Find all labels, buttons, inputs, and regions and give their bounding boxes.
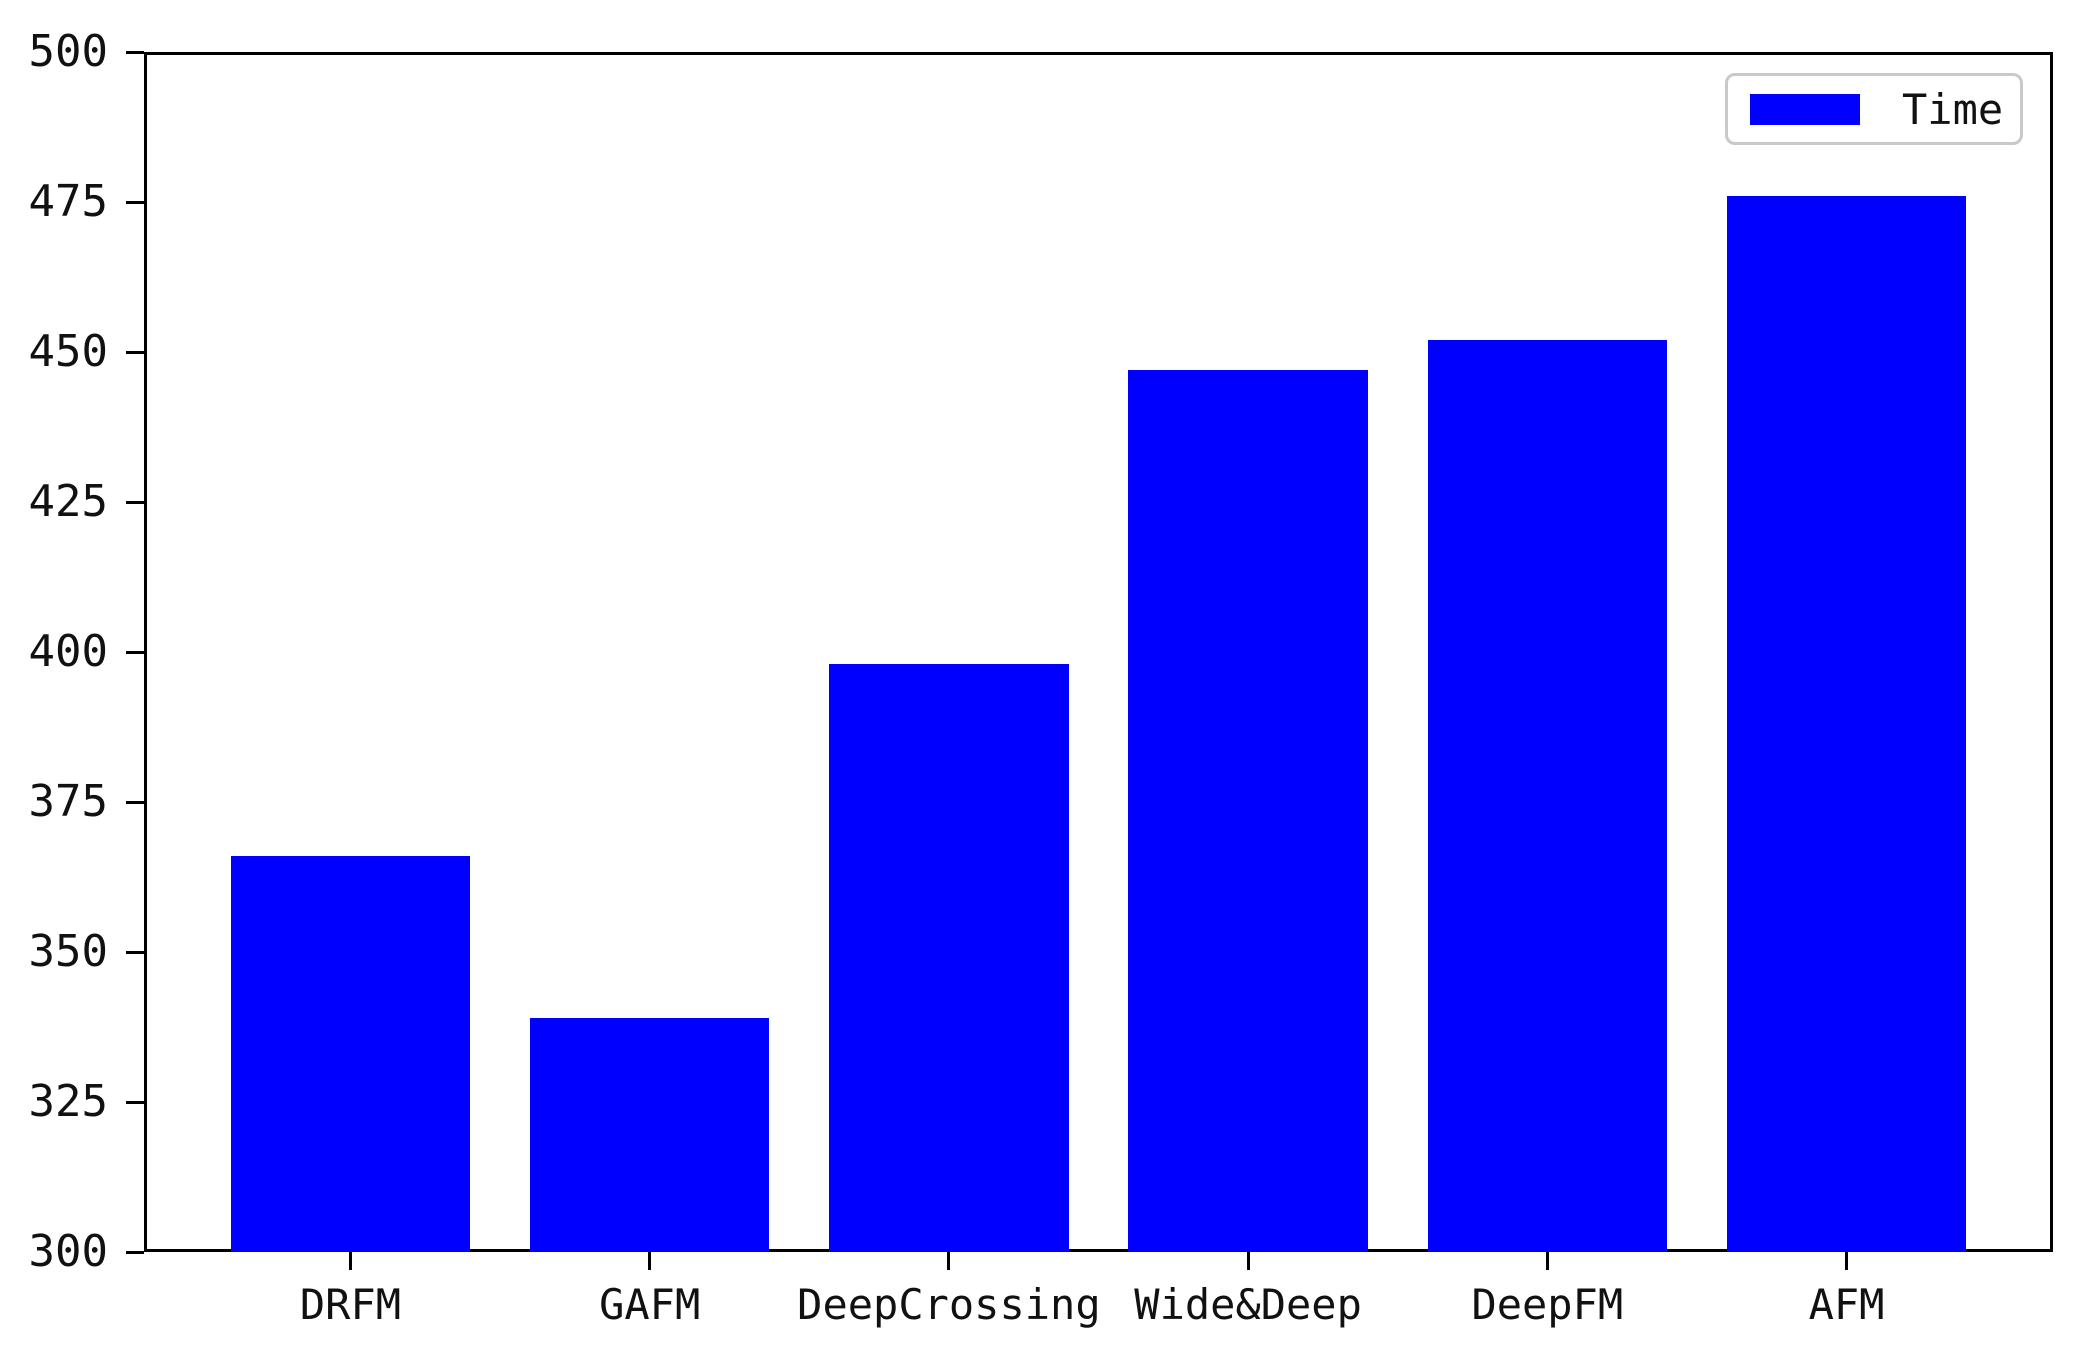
y-tick-mark xyxy=(126,1100,144,1104)
y-tick-label: 350 xyxy=(28,926,108,977)
y-tick-mark xyxy=(126,950,144,954)
y-tick-label: 325 xyxy=(28,1076,108,1127)
y-tick-label: 450 xyxy=(28,326,108,377)
plot-area: 300 325 350 375 400 425 450 475 500 DRFM GAFM DeepC… xyxy=(29,28,2053,1329)
bar-gafm xyxy=(529,1018,770,1252)
y-tick-mark xyxy=(126,500,144,504)
y-tick-label: 375 xyxy=(28,776,108,827)
y-axis-line xyxy=(144,52,147,1252)
y-tick-label: 400 xyxy=(28,626,108,677)
y-tick-label: 425 xyxy=(28,476,108,527)
bar-afm xyxy=(1726,196,1967,1252)
y-tick-mark xyxy=(126,200,144,204)
y-tick-mark xyxy=(126,650,144,654)
bar-drfm xyxy=(230,856,471,1252)
bar-deepcrossing xyxy=(829,664,1069,1252)
x-axis-line xyxy=(144,1249,2053,1252)
x-tick-mark xyxy=(947,1252,951,1270)
legend-label: Time xyxy=(1902,84,2004,134)
y-tick-mark xyxy=(126,800,144,804)
x-tick-mark xyxy=(1545,1252,1549,1270)
x-tick-label-drfm: DRFM xyxy=(299,1280,402,1329)
bar-deepfm xyxy=(1427,340,1667,1252)
x-tick-mark xyxy=(348,1252,352,1270)
x-tick-mark xyxy=(648,1252,652,1270)
bar-wide-deep xyxy=(1128,370,1368,1252)
x-tick-label-gafm: GAFM xyxy=(599,1280,701,1329)
y-tick-mark xyxy=(126,1250,144,1254)
top-spine xyxy=(144,52,2053,55)
legend: Time xyxy=(1725,73,2023,145)
legend-color-swatch xyxy=(1750,93,1860,125)
x-tick-label-deepfm: DeepFM xyxy=(1471,1280,1624,1329)
x-tick-mark xyxy=(1845,1252,1849,1270)
y-tick-label: 500 xyxy=(28,26,108,77)
x-tick-label-afm: AFM xyxy=(1808,1280,1885,1329)
x-tick-label-wide-deep: Wide&Deep xyxy=(1134,1280,1362,1329)
y-tick-mark xyxy=(126,350,144,354)
y-tick-label: 475 xyxy=(28,176,108,227)
x-tick-label-deepcrossing: DeepCrossing xyxy=(797,1280,1101,1329)
x-tick-mark xyxy=(1246,1252,1250,1270)
y-tick-mark xyxy=(126,50,144,54)
right-spine xyxy=(2050,52,2053,1252)
y-tick-label: 300 xyxy=(28,1226,108,1277)
